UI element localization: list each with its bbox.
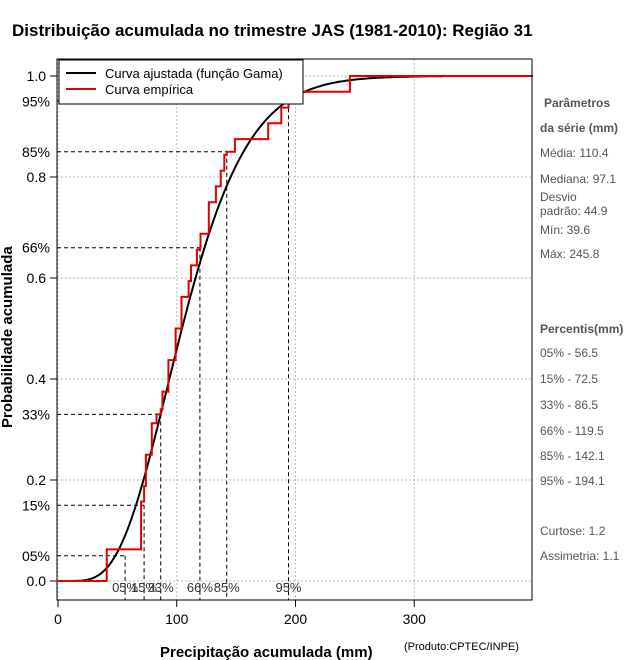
side-param-sd-2: padrão: 44.9 [540,204,608,218]
side-percentil-15: 15% - 72.5 [540,372,598,386]
series-line-fitted-gamma [58,75,443,582]
plot-frame [56,58,533,601]
side-params-title-1: Parâmetros [544,96,610,110]
side-param-max: Máx: 245.8 [540,247,600,261]
side-panel: Parâmetros da série (mm) Média: 110.4 Me… [540,96,623,563]
y-tick-label-1: 0.2 [27,472,47,488]
side-percentil-85: 85% - 142.1 [540,449,605,463]
y-pct-label-33%: 33% [22,406,50,422]
x-pct-label-33%: 33% [148,580,174,595]
y-tick-label-2: 0.4 [27,371,47,387]
y-pct-label-66%: 66% [22,240,50,256]
side-param-sd-1: Desvio [540,190,577,204]
side-param-median: Mediana: 97.1 [540,172,616,186]
chart-title: Distribuição acumulada no trimestre JAS … [12,21,533,40]
y-pct-label-85%: 85% [22,144,50,160]
y-tick-label-5: 1.0 [27,68,47,84]
legend-label-empirical: Curva empírica [105,82,194,97]
side-percentis-title: Percentis(mm) [540,322,623,336]
x-tick-label-200: 200 [284,611,308,627]
product-credit: (Produto:CPTEC/INPE) [404,641,519,653]
side-percentil-66: 66% - 119.5 [540,424,604,438]
x-tick-label-0: 0 [54,611,62,627]
series-layer [58,75,533,582]
y-axis-title: Probabilidade acumulada [0,246,16,428]
legend-label-fitted: Curva ajustada (função Gama) [105,66,283,81]
side-param-min: Mín: 39.6 [540,223,590,237]
x-tick-label-300: 300 [403,611,427,627]
series-line-empirical-step [58,75,533,582]
x-pct-label-85%: 85% [214,580,240,595]
x-tick-label-100: 100 [165,611,189,627]
x-axis-title: Precipitação acumulada (mm) [160,644,373,660]
side-percentil-33: 33% - 86.5 [540,398,598,412]
percentile-guides [57,100,289,600]
x-axis: 0 100 200 300 [54,599,427,627]
x-pct-label-95%: 95% [275,580,301,595]
side-percentil-05: 05% - 56.5 [540,346,598,360]
x-pct-label-05%: 05% [112,580,138,595]
x-pct-label-66%: 66% [187,580,213,595]
y-percentile-labels: 05% 15% 33% 66% 85% 95% [22,93,50,564]
y-axis: 0.0 0.2 0.4 0.6 0.8 1.0 [27,68,58,589]
x-percentile-labels: 05%15%33% 66% 85% 95% [112,580,302,595]
y-tick-label-3: 0.6 [27,270,47,286]
y-tick-label-4: 0.8 [27,169,47,185]
side-percentil-95: 95% - 194.1 [540,474,605,488]
grid-lines [57,59,532,600]
legend-box [58,59,304,105]
side-skewness: Assimetria: 1.1 [540,549,620,563]
y-pct-label-05%: 05% [22,548,50,564]
side-params-title-2: da série (mm) [540,121,618,135]
side-param-mean: Média: 110.4 [540,146,609,160]
legend: Curva ajustada (função Gama) Curva empír… [58,59,304,105]
x-pct-label-15%: 15% [131,580,157,595]
y-pct-label-95%: 95% [22,93,50,109]
y-tick-label-0: 0.0 [27,573,47,589]
y-pct-label-15%: 15% [22,497,50,513]
side-kurtosis: Curtose: 1.2 [540,524,606,538]
